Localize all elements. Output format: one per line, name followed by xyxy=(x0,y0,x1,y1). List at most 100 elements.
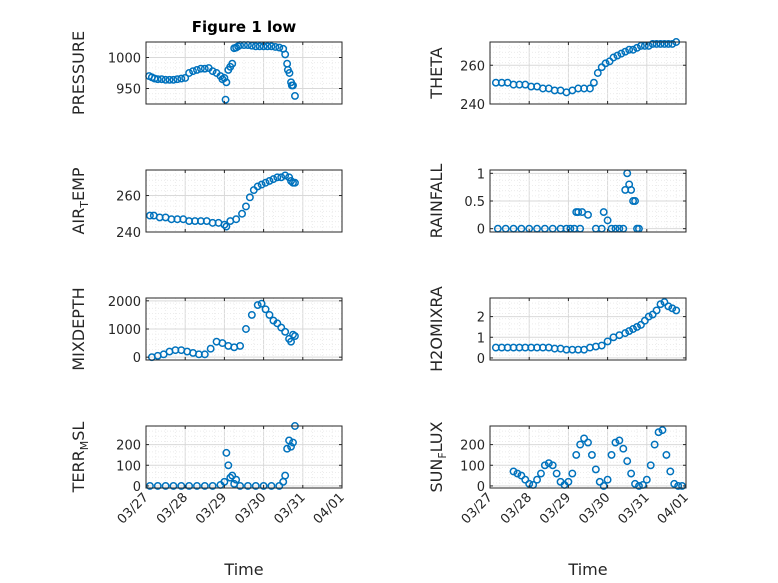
panel-2-point-16 xyxy=(586,84,594,93)
panel-8-point-19 xyxy=(584,438,592,447)
panel-6-point-35 xyxy=(672,306,681,315)
panel-8-point-21 xyxy=(591,465,600,474)
panel-6-point-30 xyxy=(652,306,661,315)
panel-7-point-17 xyxy=(236,481,245,490)
panel-7-point-8 xyxy=(208,481,217,490)
panel-8-point-42 xyxy=(674,481,683,490)
panel-3-point-14 xyxy=(222,222,231,231)
panel-8-point-10 xyxy=(548,461,557,470)
panel-5-point-24 xyxy=(277,323,286,332)
panel-7-xtick-label-03-31: 03/31 xyxy=(272,490,309,527)
panel-6-point-18 xyxy=(597,341,606,350)
panel-8-point-8 xyxy=(540,461,549,470)
panel-5-point-18 xyxy=(253,301,262,309)
panel-1-point-48 xyxy=(289,81,297,90)
panel-8-ytick-label-200: 200 xyxy=(460,439,485,454)
panel-4-ytick-label-1: 1 xyxy=(477,167,485,182)
panel-2-point-24 xyxy=(617,49,626,58)
panel-8-point-22 xyxy=(595,477,604,486)
panel-8-point-0 xyxy=(509,467,518,476)
panel-6-ytick-label-0: 0 xyxy=(477,352,485,367)
panel-8-point-20 xyxy=(587,450,596,459)
panel-7-point-21 xyxy=(267,481,276,490)
panel-6-point-25 xyxy=(633,322,641,331)
panel-1-point-23 xyxy=(222,78,231,87)
panel-7-point-28 xyxy=(289,438,297,447)
panel-4-point-16 xyxy=(584,210,592,219)
panel-8-axes-box xyxy=(489,425,687,489)
panel-2-point-23 xyxy=(613,51,622,60)
panel-3-point-16 xyxy=(232,215,241,224)
panel-1-point-39 xyxy=(271,43,280,51)
panel-8-point-27 xyxy=(615,436,624,445)
panel-5-ytick-label-2000: 2000 xyxy=(108,295,141,310)
panel-8-xtick-label-03-30: 03/30 xyxy=(576,490,613,527)
panel-1-point-10 xyxy=(181,74,190,82)
panel-7-axes-box xyxy=(145,425,343,489)
panel-5-point-15 xyxy=(236,341,245,350)
panel-4-point-13 xyxy=(574,208,583,217)
panel-1-point-42 xyxy=(281,50,290,59)
panel-5-point-9 xyxy=(200,350,209,359)
panel-8-ytick-label-0: 0 xyxy=(477,480,485,495)
panel-3-point-0 xyxy=(145,211,154,220)
panel-3-point-23 xyxy=(261,178,270,187)
panel-7-point-3 xyxy=(169,481,178,490)
panel-2-point-32 xyxy=(648,39,657,48)
panel-3-point-21 xyxy=(253,182,262,191)
panel-7-xtick-label-03-28: 03/28 xyxy=(154,490,191,527)
panel-8-point-18 xyxy=(580,434,589,443)
panel-6-point-26 xyxy=(636,320,645,329)
panel-3-point-25 xyxy=(269,175,278,184)
panel-7-xtick-label-03-27: 03/27 xyxy=(115,490,152,527)
panel-5-mixdepth: 0 1000 2000 MIXDEPTH xyxy=(69,287,343,371)
panel-7-point-11 xyxy=(222,448,231,457)
panel-8-point-26 xyxy=(611,438,620,447)
panel-6-point-32 xyxy=(660,298,669,307)
panel-4-grid xyxy=(490,170,686,232)
panel-1-point-14 xyxy=(196,64,205,73)
panel-8-point-38 xyxy=(658,426,667,435)
panel-3-ylabel: AIRTEMP xyxy=(69,167,91,234)
panel-7-ylabel: TERRMSL xyxy=(69,422,91,494)
panel-8-point-25 xyxy=(607,450,616,459)
panel-2-ylabel: THETA xyxy=(427,47,446,99)
panel-7-point-22 xyxy=(275,481,284,490)
panel-3-ytick-label-240: 240 xyxy=(116,226,141,241)
panel-1-point-17 xyxy=(208,67,217,76)
panel-2-point-29 xyxy=(636,41,645,50)
panel-2-point-25 xyxy=(621,47,630,56)
panel-8-point-14 xyxy=(564,477,573,486)
panel-6-grid xyxy=(490,298,686,360)
panel-5-point-25 xyxy=(281,327,290,336)
panel-2-point-36 xyxy=(664,39,673,48)
panel-1-ytick-label-950: 950 xyxy=(116,83,141,98)
panel-8-point-30 xyxy=(627,469,636,478)
panel-3-point-26 xyxy=(273,173,282,182)
panel-2-point-20 xyxy=(601,59,610,68)
panel-1-point-11 xyxy=(185,69,194,77)
panel-5-point-10 xyxy=(206,344,215,353)
panel-8-ylabel: SUNFLUX xyxy=(427,421,449,492)
panel-1-point-6 xyxy=(165,75,174,84)
panel-8-xtick-label-03-28: 03/28 xyxy=(498,490,535,527)
panel-7-xtick-label-03-29: 03/29 xyxy=(193,490,230,527)
panel-2-ytick-label-240: 240 xyxy=(460,98,485,113)
panel-5-point-29 xyxy=(291,332,299,340)
panel-8-point-29 xyxy=(623,457,632,466)
panel-3-air-temp: 240 260 AIRTEMP xyxy=(69,167,343,241)
panel-2-point-22 xyxy=(609,53,618,62)
panel-8-point-23 xyxy=(599,481,608,490)
panel-3-point-27 xyxy=(277,173,286,182)
panel-2-point-35 xyxy=(660,39,669,48)
panel-6-point-27 xyxy=(640,316,649,325)
panel-6-point-22 xyxy=(621,329,630,338)
panel-7-point-2 xyxy=(161,481,170,490)
panel-5-markers xyxy=(147,299,299,362)
panel-6-ylabel: H2OMIXRA xyxy=(427,286,446,372)
panel-6-point-31 xyxy=(656,300,665,309)
panel-6-axes-box xyxy=(489,297,687,361)
panel-5-ytick-label-1000: 1000 xyxy=(108,323,141,338)
panel-7-point-16 xyxy=(232,475,241,484)
panel-8-point-35 xyxy=(646,461,655,470)
